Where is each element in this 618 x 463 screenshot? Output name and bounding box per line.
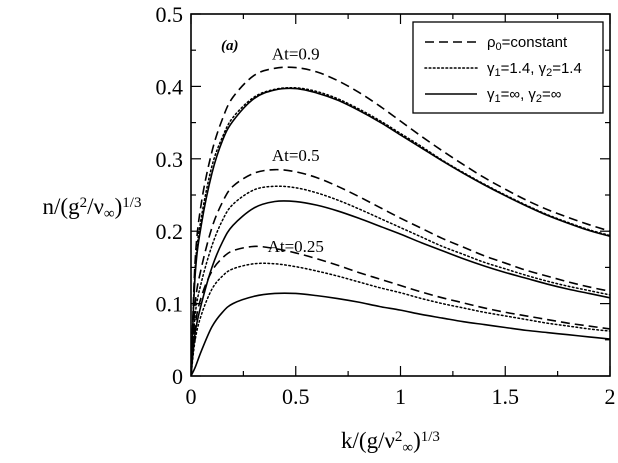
panel-label: (a): [221, 38, 239, 54]
curve-group-label: At=0.9: [272, 45, 320, 64]
legend-label: γ1=1.4, γ2=1.4: [487, 60, 582, 79]
y-tick-label: 0.2: [156, 219, 184, 244]
x-tick-label: 2: [605, 384, 616, 409]
legend-label: ρ0=constant: [487, 34, 568, 53]
series-line-8: [191, 262, 610, 376]
tick-layer: [190, 13, 611, 377]
series-line-6: [191, 200, 610, 376]
series-line-9: [191, 292, 610, 376]
curve-group-label: At=0.25: [268, 237, 324, 256]
y-tick-label: 0: [172, 364, 183, 389]
y-tick-label: 0.4: [156, 74, 184, 99]
series-line-3: [191, 87, 610, 376]
series-line-7: [191, 245, 610, 376]
y-tick-label: 0.5: [156, 2, 184, 27]
legend-box: [412, 21, 604, 114]
series-line-5: [191, 185, 610, 376]
x-tick-label: 0.5: [282, 384, 310, 409]
curve-group-label: At=0.5: [272, 146, 320, 165]
series-layer: [191, 66, 610, 376]
series-line-4: [191, 168, 610, 376]
y-tick-label: 0.3: [156, 147, 184, 172]
y-axis-title: n/(g2/ν∞)1/3: [43, 194, 142, 222]
x-tick-label: 0: [186, 384, 197, 409]
x-tick-label: 1.5: [492, 384, 520, 409]
x-tick-label: 1: [395, 384, 406, 409]
x-axis-title: k/(g/ν2∞)1/3: [341, 428, 440, 456]
legend-label: γ1=∞, γ2=∞: [487, 86, 562, 105]
legend: ρ0=constant γ1=1.4, γ2=1.4 γ1=∞, γ2=∞: [412, 21, 604, 114]
label-layer: 0 0.5 1 1.5 2 0 0.1 0.2 0.3 0.4 0.5 At=0.9 At=0.5 At=…: [43, 2, 616, 456]
y-tick-label: 0.1: [156, 292, 184, 317]
